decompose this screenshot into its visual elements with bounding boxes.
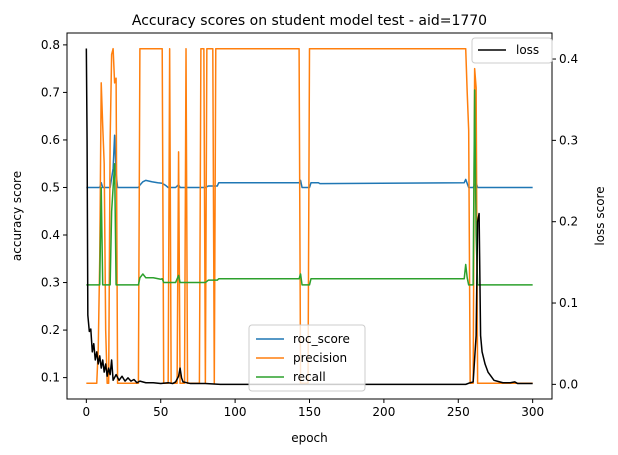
series-line-recall xyxy=(86,89,533,286)
legend-left-box xyxy=(248,324,366,392)
y-right-tick-label: 0.4 xyxy=(559,52,578,66)
ticks-layer: 0 50 100 150 200 250 300 0.1 0.2 0.3 0.4 0.5 0.6 0.7 0… xyxy=(41,38,578,419)
legend-loss-label: loss xyxy=(516,43,539,57)
legend-roc-score-label: roc_score xyxy=(293,332,350,346)
y-left-tick-label: 0.4 xyxy=(41,228,60,242)
legend-precision-label: precision xyxy=(293,351,347,365)
y-axis-right-title: loss score xyxy=(593,186,607,245)
legend-right: loss xyxy=(471,37,553,64)
y-left-tick-label: 0.8 xyxy=(41,38,60,52)
y-left-tick-label: 0.2 xyxy=(41,323,60,337)
legend-left: roc_score precision recall xyxy=(248,324,366,392)
chart-title: Accuracy scores on student model test - … xyxy=(132,13,487,29)
x-tick-label: 50 xyxy=(153,405,168,419)
y-left-tick-label: 0.1 xyxy=(41,371,60,385)
y-right-tick-label: 0.1 xyxy=(559,296,578,310)
series-layer xyxy=(85,47,533,386)
series-line-precision xyxy=(86,47,533,385)
legend-recall-label: recall xyxy=(293,370,326,384)
x-tick-label: 300 xyxy=(521,405,544,419)
x-tick-label: 200 xyxy=(372,405,395,419)
y-left-tick-label: 0.6 xyxy=(41,133,60,147)
y-axis-left-title: accuracy score xyxy=(10,171,24,261)
y-left-tick-label: 0.3 xyxy=(41,276,60,290)
x-tick-label: 150 xyxy=(298,405,321,419)
series-line-loss xyxy=(85,48,533,386)
legend-right-box xyxy=(471,37,553,64)
y-right-tick-label: 0.3 xyxy=(559,133,578,147)
y-right-tick-label: 0.2 xyxy=(559,215,578,229)
x-tick-label: 100 xyxy=(224,405,247,419)
y-right-tick-label: 0.0 xyxy=(559,377,578,391)
x-tick-label: 250 xyxy=(447,405,470,419)
y-left-tick-label: 0.7 xyxy=(41,85,60,99)
x-tick-label: 0 xyxy=(83,405,91,419)
y-left-tick-label: 0.5 xyxy=(41,180,60,194)
x-axis-title: epoch xyxy=(291,431,328,445)
